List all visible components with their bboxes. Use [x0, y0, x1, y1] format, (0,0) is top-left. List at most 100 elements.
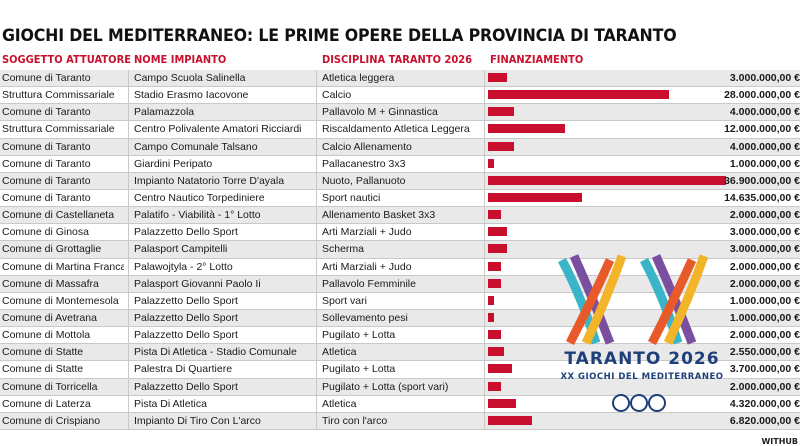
table-row: Struttura Commissariale Stadio Erasmo Iac…: [0, 87, 800, 105]
funding-bar: [488, 175, 726, 185]
logo-stroke: [565, 258, 615, 346]
impianto-cell: Palasport Giovanni Paolo Ii: [134, 277, 261, 290]
soggetto-cell: Comune di Torricella: [2, 380, 98, 393]
soggetto-cell: Comune di Statte: [2, 346, 84, 359]
funding-value: 3.000.000,00 €: [729, 243, 800, 256]
funding-value: 6.820.000,00 €: [729, 414, 800, 427]
impianto-cell: Palasport Campitelli: [134, 243, 228, 256]
disciplina-cell: Nuoto, Pallanuoto: [322, 174, 406, 187]
impianto-cell: Palazzetto Dello Sport: [134, 226, 238, 239]
chart-title: GIOCHI DEL MEDITERRANEO: LE PRIME OPERE …: [2, 26, 677, 46]
soggetto-cell: Comune di Taranto: [2, 157, 91, 170]
table-row: Comune di Castellaneta Palatifo - Viabili…: [0, 207, 800, 225]
funding-bar: [488, 295, 495, 305]
table-row: Comune di Laterza Pista Di Atletica Atleti…: [0, 396, 800, 413]
funding-bar: [488, 192, 583, 202]
header-finanziamento: FINANZIAMENTO: [490, 53, 584, 66]
soggetto-cell: Comune di Avetrana: [2, 311, 97, 324]
funding-value: 3.700.000,00 €: [729, 363, 800, 376]
soggetto-cell: Comune di Grottaglie: [2, 243, 102, 256]
impianto-cell: Palazzetto Dello Sport: [134, 329, 238, 342]
table-row: Comune di Taranto Impianto Natatorio Torr…: [0, 172, 800, 190]
impianto-cell: Campo Scuola Salinella: [134, 72, 246, 84]
funding-value: 4.000.000,00 €: [729, 140, 800, 153]
table-row: Struttura Commissariale Centro Polivalent…: [0, 121, 800, 139]
table-row: Comune di Ginosa Palazzetto Dello Sport Ar…: [0, 224, 800, 242]
funding-bar: [488, 261, 501, 271]
table-row: Comune di Grottaglie Palasport Campitelli…: [0, 241, 800, 259]
disciplina-cell: Tiro con l'arco: [322, 414, 388, 427]
disciplina-cell: Pugilato + Lotta: [322, 329, 396, 342]
funding-value: 2.000.000,00 €: [729, 209, 800, 222]
disciplina-cell: Atletica: [322, 397, 357, 410]
funding-value: 1.000.000,00 €: [729, 157, 800, 170]
table-row: Comune di Taranto Campo Comunale Talsano C…: [0, 138, 800, 156]
taranto-2026-logo: [558, 254, 709, 346]
soggetto-cell: Comune di Montemesola: [2, 294, 119, 307]
funding-value: 12.000.000,00 €: [724, 123, 800, 136]
logo-title: TARANTO 2026: [564, 349, 720, 369]
impianto-cell: Palestra Di Quartiere: [134, 363, 233, 376]
disciplina-cell: Pugilato + Lotta: [322, 363, 396, 376]
disciplina-cell: Allenamento Basket 3x3: [322, 209, 436, 222]
funding-bar: [488, 107, 514, 117]
impianto-cell: Palatifo - Viabilità - 1° Lotto: [134, 209, 261, 222]
table-row: Comune di Taranto Palamazzola Pallavolo M …: [0, 104, 800, 122]
funding-bar: [488, 278, 501, 288]
funding-table: Comune di Taranto Campo Scuola Salinella A…: [0, 70, 800, 430]
header-impianto: NOME IMPIANTO: [134, 53, 227, 66]
impianto-cell: Stadio Erasmo Iacovone: [134, 89, 249, 102]
table-row: Comune di Torricella Palazzetto Dello Spo…: [0, 378, 800, 396]
header-disciplina: DISCIPLINA TARANTO 2026: [322, 53, 473, 66]
soggetto-cell: Comune di Taranto: [2, 140, 91, 153]
logo-stroke: [647, 258, 697, 346]
impianto-cell: Impianto Di Tiro Con L'arco: [134, 414, 261, 427]
soggetto-cell: Comune di Ginosa: [2, 226, 89, 239]
soggetto-cell: Struttura Commissariale: [2, 123, 115, 136]
logo-subtitle: XX GIOCHI DEL MEDITERRANEO: [560, 372, 724, 382]
funding-bar: [488, 124, 566, 134]
soggetto-cell: Comune di Taranto: [2, 72, 91, 84]
soggetto-cell: Comune di Taranto: [2, 106, 91, 119]
impianto-cell: Giardini Peripato: [134, 157, 213, 170]
table-row: Comune di Martina Franca Palawojtyla - 2°…: [0, 259, 800, 276]
disciplina-cell: Arti Marziali + Judo: [322, 226, 412, 239]
funding-bar: [488, 158, 495, 168]
funding-value: 14.635.000,00 €: [724, 191, 800, 204]
table-row: Comune di Crispiano Impianto Di Tiro Con …: [0, 412, 800, 430]
impianto-cell: Palazzetto Dello Sport: [134, 311, 238, 324]
rings-icon: [612, 394, 666, 412]
logo-stroke: [581, 254, 627, 345]
impianto-cell: Palazzetto Dello Sport: [134, 380, 238, 393]
funding-bar: [488, 90, 669, 100]
impianto-cell: Centro Nautico Torpediniere: [134, 191, 265, 204]
disciplina-cell: Pallavolo Femminile: [322, 277, 416, 290]
funding-value: 4.000.000,00 €: [729, 106, 800, 119]
soggetto-cell: Comune di Martina Franca: [2, 260, 124, 273]
soggetto-cell: Comune di Mottola: [2, 329, 91, 342]
disciplina-cell: Atletica: [322, 346, 357, 359]
soggetto-cell: Struttura Commissariale: [2, 89, 115, 102]
logo-stroke: [663, 254, 709, 345]
funding-value: 3.000.000,00 €: [729, 72, 800, 84]
table-row: Comune di Taranto Campo Scuola Salinella A…: [0, 70, 800, 88]
disciplina-cell: Sport vari: [322, 294, 367, 307]
funding-bar: [488, 244, 508, 254]
impianto-cell: Centro Polivalente Amatori Ricciardi: [134, 123, 302, 136]
impianto-cell: Pista Di Atletica - Stadio Comunale: [134, 346, 297, 359]
funding-bar: [488, 398, 516, 408]
impianto-cell: Palamazzola: [134, 106, 195, 119]
disciplina-cell: Arti Marziali + Judo: [322, 260, 412, 273]
table-row: Comune di Mottola Palazzetto Dello Sport P…: [0, 327, 800, 345]
funding-bar: [488, 73, 508, 82]
disciplina-cell: Scherma: [322, 243, 365, 256]
funding-bar: [488, 381, 501, 391]
funding-bar: [488, 347, 505, 357]
impianto-cell: Palazzetto Dello Sport: [134, 294, 238, 307]
funding-bar: [488, 415, 532, 425]
funding-value: 4.320.000,00 €: [729, 397, 800, 410]
funding-value: 36.900.000,00 €: [724, 174, 800, 187]
table-row: Comune di Taranto Giardini Peripato Pallac…: [0, 156, 800, 173]
funding-value: 2.000.000,00 €: [729, 277, 800, 290]
soggetto-cell: Comune di Taranto: [2, 191, 91, 204]
